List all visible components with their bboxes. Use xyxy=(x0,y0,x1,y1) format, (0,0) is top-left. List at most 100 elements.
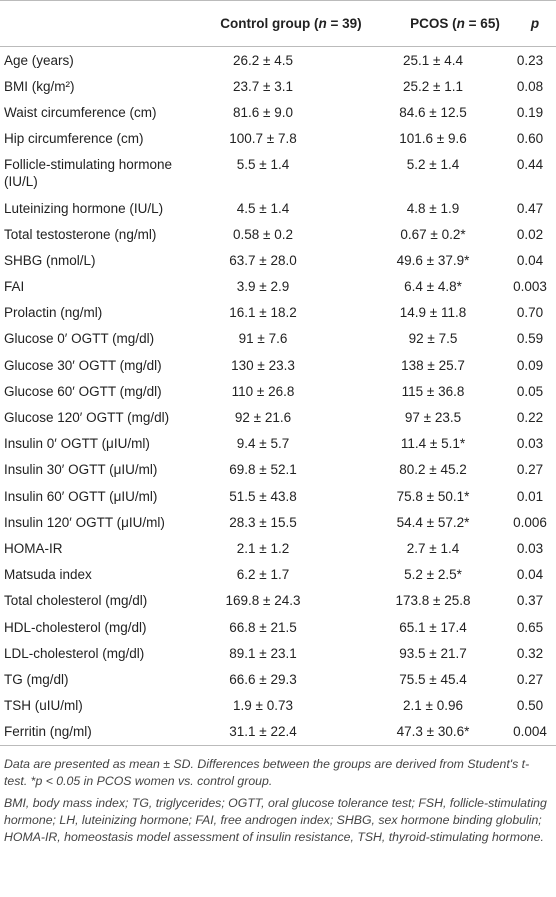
table-row: HOMA-IR 2.1 ± 1.2 2.7 ± 1.4 0.03 xyxy=(0,535,556,561)
row-label: Insulin 0′ OGTT (μIU/ml) xyxy=(4,436,150,452)
table-row: Age (years) 26.2 ± 4.5 25.1 ± 4.4 0.23 xyxy=(0,47,556,73)
cell: 54.4 ± 57.2* xyxy=(396,514,470,530)
cell: 26.2 ± 4.5 xyxy=(233,52,293,68)
cell: 4.8 ± 1.9 xyxy=(406,200,460,216)
cell: 91 ± 7.6 xyxy=(238,331,288,347)
header-text: = 65) xyxy=(464,16,500,31)
cell: 81.6 ± 9.0 xyxy=(233,104,293,120)
cell: 80.2 ± 45.2 xyxy=(399,462,467,478)
table-row: LDL-cholesterol (mg/dl) 89.1 ± 23.1 93.5 ±… xyxy=(0,640,556,666)
cell: 0.47 xyxy=(516,200,544,216)
cell: 92 ± 21.6 xyxy=(234,410,292,426)
table-row: Follicle-stimulating hormone (IU/L) 5.5 ±… xyxy=(0,152,556,195)
table-row: Total testosterone (ng/ml) 0.58 ± 0.2 0.67… xyxy=(0,221,556,247)
header-cell: Control group (n = 39) xyxy=(200,15,382,32)
cell: 0.003 xyxy=(513,279,547,295)
cell: 0.22 xyxy=(516,410,544,426)
table-row: BMI (kg/m²) 23.7 ± 3.1 25.2 ± 1.1 0.08 xyxy=(0,73,556,99)
table-row: Insulin 30′ OGTT (μIU/ml) 69.8 ± 52.1 80.2… xyxy=(0,457,556,483)
cell: 0.44 xyxy=(516,157,544,173)
cell: 0.04 xyxy=(516,252,544,268)
cell: 2.7 ± 1.4 xyxy=(406,540,460,556)
table-row: Prolactin (ng/ml) 16.1 ± 18.2 14.9 ± 11.8 0… xyxy=(0,300,556,326)
cell: 11.4 ± 5.1* xyxy=(400,436,466,452)
row-label: TG (mg/dl) xyxy=(4,671,69,687)
cell: 173.8 ± 25.8 xyxy=(395,593,471,609)
cell: 6.2 ± 1.7 xyxy=(236,567,290,583)
cell: 5.2 ± 1.4 xyxy=(406,157,460,173)
table-row: FAI 3.9 ± 2.9 6.4 ± 4.8* 0.003 xyxy=(0,274,556,300)
cell: 23.7 ± 3.1 xyxy=(233,78,293,94)
cell: 0.08 xyxy=(516,78,544,94)
cell: 0.05 xyxy=(516,383,544,399)
cell: 0.27 xyxy=(516,671,544,687)
header-text: Control group ( xyxy=(220,16,319,31)
cell: 0.09 xyxy=(516,357,544,373)
table-row: SHBG (nmol/L) 63.7 ± 28.0 49.6 ± 37.9* 0.04 xyxy=(0,247,556,273)
cell: 0.65 xyxy=(516,619,544,635)
cell: 2.1 ± 0.96 xyxy=(403,698,463,714)
row-label: Age (years) xyxy=(4,52,74,68)
table-row: Total cholesterol (mg/dl) 169.8 ± 24.3 173… xyxy=(0,588,556,614)
cell: 28.3 ± 15.5 xyxy=(229,514,297,530)
cell: 92 ± 7.5 xyxy=(408,331,458,347)
cell: 84.6 ± 12.5 xyxy=(399,104,467,120)
row-label: Glucose 120′ OGTT (mg/dl) xyxy=(4,410,170,426)
cell: 9.4 ± 5.7 xyxy=(236,436,290,452)
row-label: TSH (uIU/ml) xyxy=(4,698,83,714)
cell: 0.32 xyxy=(516,645,544,661)
cell: 138 ± 25.7 xyxy=(401,357,465,373)
cell: 5.2 ± 2.5* xyxy=(404,567,462,583)
cell: 0.23 xyxy=(516,52,544,68)
header-text: PCOS ( xyxy=(410,16,457,31)
cell: 0.19 xyxy=(516,104,544,120)
table-row: Hip circumference (cm) 100.7 ± 7.8 101.6 ±… xyxy=(0,126,556,152)
cell: 25.1 ± 4.4 xyxy=(403,52,463,68)
cell: 49.6 ± 37.9* xyxy=(396,252,470,268)
row-label: HOMA-IR xyxy=(4,540,63,556)
row-label: Glucose 0′ OGTT (mg/dl) xyxy=(4,331,155,347)
table-row: Insulin 120′ OGTT (μIU/ml) 28.3 ± 15.5 54.… xyxy=(0,509,556,535)
cell: 0.01 xyxy=(516,488,544,504)
cell: 0.50 xyxy=(516,698,544,714)
row-label: Insulin 60′ OGTT (μIU/ml) xyxy=(4,488,158,504)
table-row: Insulin 0′ OGTT (μIU/ml) 9.4 ± 5.7 11.4 ± … xyxy=(0,431,556,457)
table-notes: Data are presented as mean ± SD. Differe… xyxy=(0,746,556,846)
row-label: Glucose 60′ OGTT (mg/dl) xyxy=(4,383,162,399)
header-text: n xyxy=(318,16,327,31)
cell: 0.59 xyxy=(516,331,544,347)
cell: 115 ± 36.8 xyxy=(401,383,465,399)
cell: 75.5 ± 45.4 xyxy=(399,671,467,687)
cell: 101.6 ± 9.6 xyxy=(399,131,467,147)
header-text: = 39) xyxy=(326,16,362,31)
row-label: Prolactin (ng/ml) xyxy=(4,305,103,321)
cell: 93.5 ± 21.7 xyxy=(399,645,467,661)
row-label: LDL-cholesterol (mg/dl) xyxy=(4,645,145,661)
cell: 0.70 xyxy=(516,305,544,321)
cell: 0.03 xyxy=(516,436,544,452)
row-label: Luteinizing hormone (IU/L) xyxy=(4,200,164,216)
table-row: Glucose 60′ OGTT (mg/dl) 110 ± 26.8 115 ± … xyxy=(0,378,556,404)
row-label: Follicle-stimulating hormone (IU/L) xyxy=(4,157,173,190)
row-label: FAI xyxy=(4,279,25,295)
header-text: p xyxy=(530,16,540,31)
note: Data are presented as mean ± SD. Differe… xyxy=(4,756,530,788)
header-cell: PCOS (n = 65) xyxy=(378,15,532,32)
cell: 63.7 ± 28.0 xyxy=(229,252,297,268)
data-table: Control group (n = 39) PCOS (n = 65) p Age … xyxy=(0,0,556,746)
header-cell: p xyxy=(515,15,555,32)
row-label: Insulin 120′ OGTT (μIU/ml) xyxy=(4,514,165,530)
cell: 31.1 ± 22.4 xyxy=(229,724,297,740)
table-row: Ferritin (ng/ml) 31.1 ± 22.4 47.3 ± 30.6* 0… xyxy=(0,719,556,745)
table-row: Glucose 0′ OGTT (mg/dl) 91 ± 7.6 92 ± 7.5 0… xyxy=(0,326,556,352)
cell: 5.5 ± 1.4 xyxy=(236,157,290,173)
cell: 16.1 ± 18.2 xyxy=(229,305,297,321)
cell: 0.27 xyxy=(516,462,544,478)
table-row: TSH (uIU/ml) 1.9 ± 0.73 2.1 ± 0.96 0.50 xyxy=(0,693,556,719)
row-label: SHBG (nmol/L) xyxy=(4,252,96,268)
table-row: Matsuda index 6.2 ± 1.7 5.2 ± 2.5* 0.04 xyxy=(0,562,556,588)
cell: 1.9 ± 0.73 xyxy=(233,698,293,714)
cell: 4.5 ± 1.4 xyxy=(236,200,290,216)
cell: 51.5 ± 43.8 xyxy=(229,488,297,504)
